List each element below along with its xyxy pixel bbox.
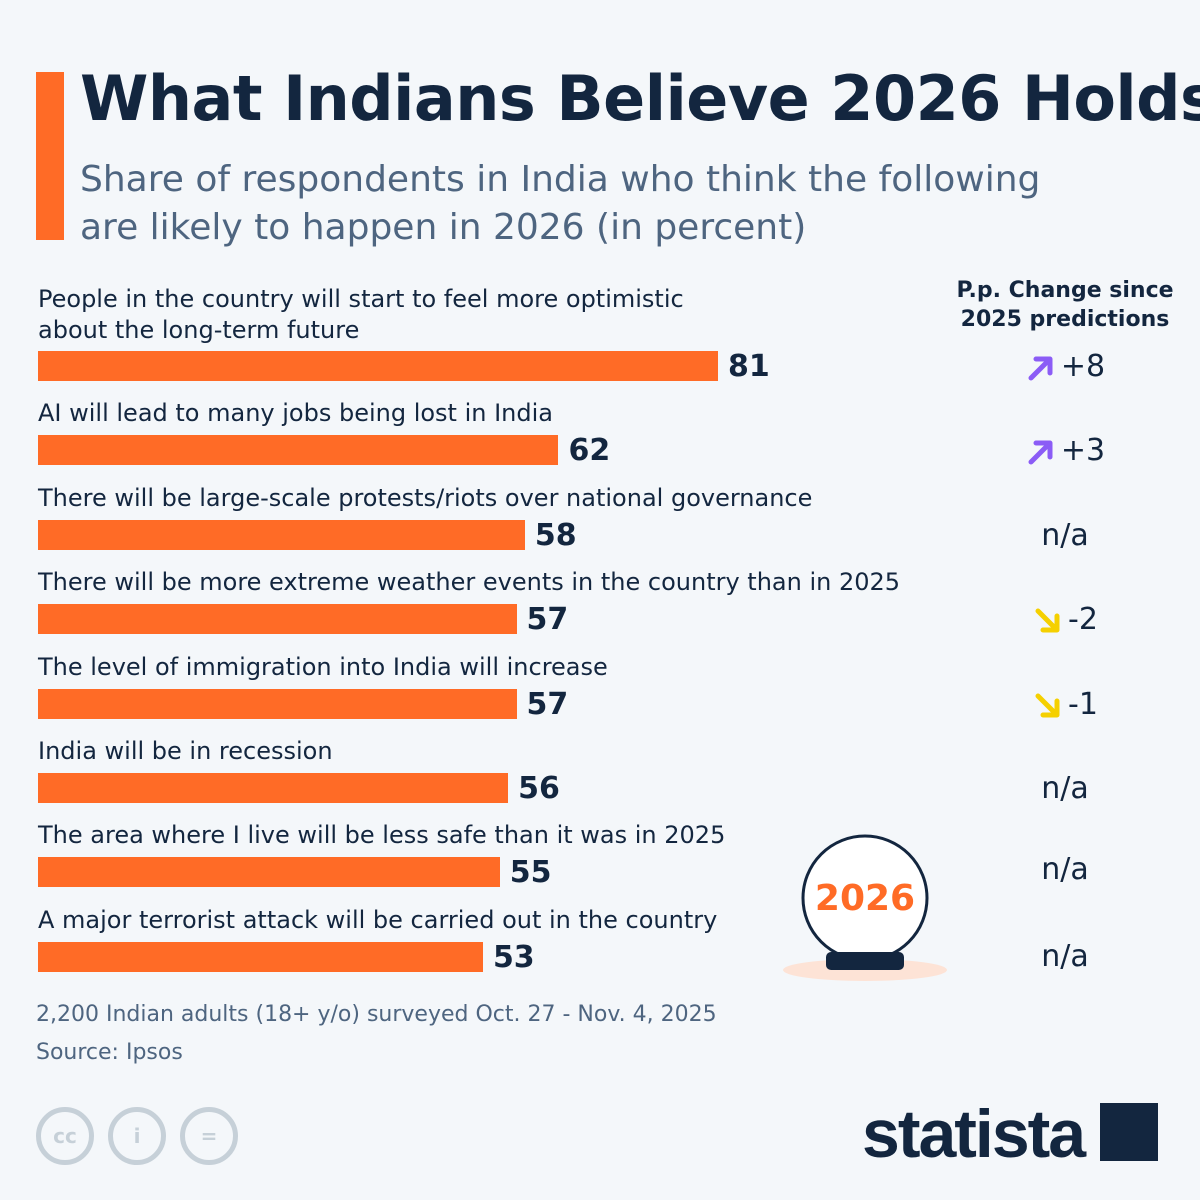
accent-bar (36, 72, 64, 240)
change-value: +3 (1000, 436, 1130, 466)
category-label: The area where I live will be less safe … (38, 821, 726, 850)
category-label: A major terrorist attack will be carried… (38, 905, 718, 934)
bar (38, 773, 509, 803)
crystal-ball-icon: 2026 (783, 834, 947, 981)
value-label: 58 (534, 517, 577, 553)
change-value: -1 (1000, 689, 1130, 720)
value-label: 57 (526, 686, 569, 722)
category-label: There will be large-scale protests/riots… (38, 483, 813, 512)
arrow-up-right-icon (1028, 440, 1053, 465)
bar (38, 435, 559, 466)
change-value: +8 (1000, 352, 1130, 382)
category-label: People in the country will start to feel… (38, 285, 684, 344)
value-label: 57 (526, 602, 569, 638)
change-header: P.p. Change since 2025 predictions (956, 278, 1174, 332)
cc-icon[interactable]: cc (36, 1107, 94, 1165)
arrow-down-right-icon (1035, 693, 1060, 718)
statista-logo-icon (1100, 1103, 1159, 1161)
bar (38, 857, 500, 888)
badge-year: 2026 (815, 878, 915, 919)
value-label: 62 (568, 433, 611, 469)
change-value: -2 (1000, 605, 1130, 635)
category-label: AI will lead to many jobs being lost in … (38, 399, 554, 428)
change-value: n/a (1041, 771, 1089, 806)
by-icon[interactable]: i (108, 1107, 166, 1165)
category-label: The level of immigration into India will… (38, 652, 608, 681)
value-label: 56 (518, 771, 560, 806)
arrow-up-right-icon (1028, 356, 1053, 381)
arrow-down-right-icon (1035, 608, 1060, 633)
source: Source: Ipsos (36, 1040, 183, 1065)
value-label: 55 (509, 855, 552, 891)
bar (38, 519, 525, 550)
nd-icon[interactable]: = (180, 1107, 238, 1165)
chart-title: What Indians Believe 2026 Holds (80, 62, 1200, 135)
statista-logo[interactable]: statista (862, 1095, 1159, 1173)
value-label: 81 (728, 349, 770, 384)
bar (38, 604, 517, 635)
bar (38, 351, 718, 381)
change-value: n/a (1041, 939, 1089, 974)
survey-note: 2,200 Indian adults (18+ y/o) surveyed O… (36, 1002, 717, 1027)
change-value: n/a (1041, 517, 1089, 553)
category-label: There will be more extreme weather event… (38, 568, 901, 597)
value-label: 53 (492, 939, 535, 975)
bar (38, 688, 517, 719)
change-value: n/a (1041, 852, 1089, 887)
category-label: India will be in recession (38, 737, 333, 765)
chart-subtitle: Share of respondents in India who think … (80, 159, 1041, 248)
bar (38, 941, 483, 972)
